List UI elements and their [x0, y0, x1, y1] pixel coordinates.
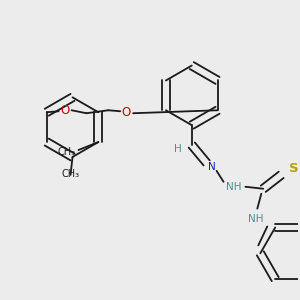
Text: H: H [174, 144, 182, 154]
Text: O: O [60, 104, 69, 117]
Text: NH: NH [226, 182, 241, 192]
Text: O: O [122, 106, 131, 119]
Text: N: N [208, 162, 215, 172]
Text: NH: NH [248, 214, 263, 224]
Text: CH₃: CH₃ [61, 169, 80, 179]
Text: CH₃: CH₃ [57, 147, 76, 157]
Text: S: S [289, 162, 299, 176]
